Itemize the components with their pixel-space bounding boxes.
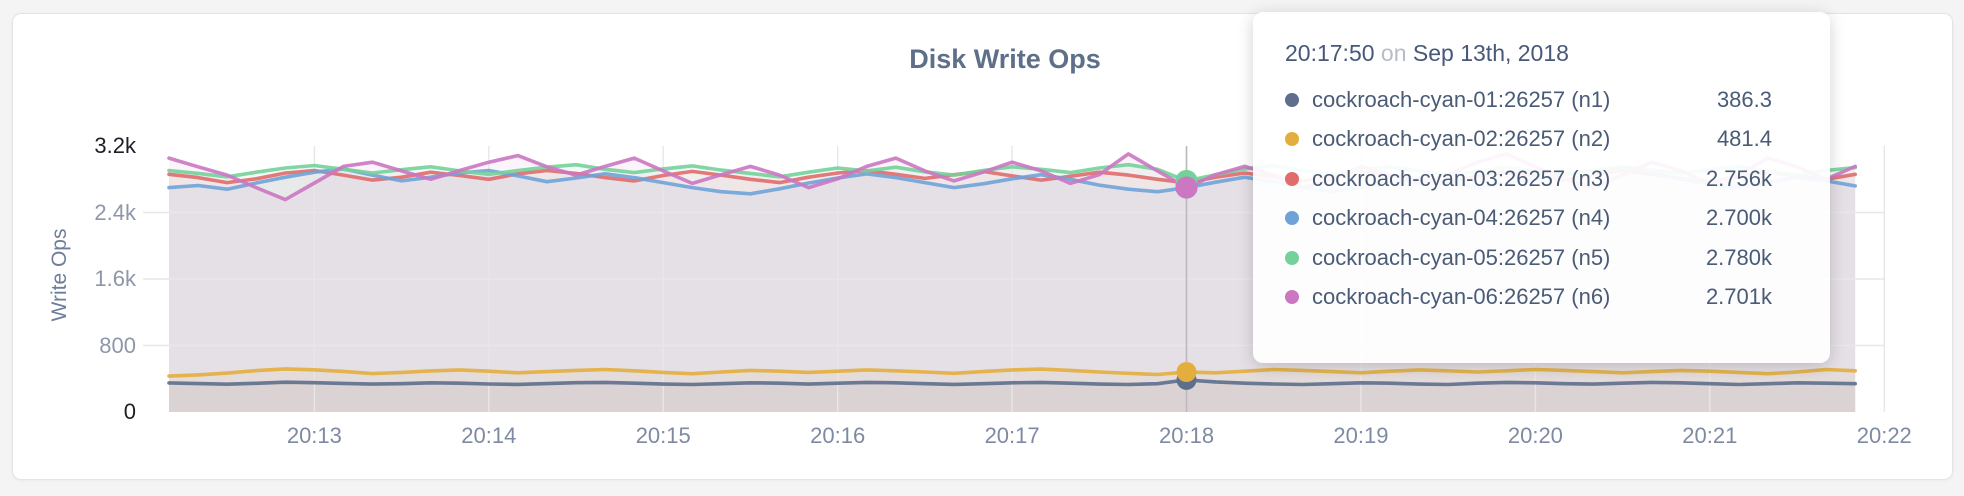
series-value: 386.3 — [1716, 86, 1772, 112]
tooltip-conjunction: on — [1380, 40, 1407, 66]
series-color-dot — [1285, 250, 1299, 265]
series-value: 2.756k — [1705, 165, 1772, 191]
y-tick-800: 800 — [99, 332, 136, 358]
y-tick-2400: 2.4k — [94, 199, 136, 225]
x-tick: 20:19 — [1333, 423, 1389, 448]
series-color-dot — [1285, 171, 1299, 186]
series-color-dot — [1285, 92, 1299, 107]
series-value: 481.4 — [1716, 126, 1772, 152]
tooltip-date: Sep 13th, 2018 — [1412, 40, 1569, 66]
series-label: cockroach-cyan-05:26257 (n5) — [1312, 244, 1611, 270]
series-label: cockroach-cyan-01:26257 (n1) — [1312, 86, 1611, 112]
x-tick: 20:15 — [635, 423, 691, 448]
x-tick: 20:13 — [286, 423, 342, 448]
series-color-dot — [1285, 211, 1299, 226]
series-label: cockroach-cyan-06:26257 (n6) — [1312, 284, 1611, 310]
tooltip-series-row: cockroach-cyan-05:26257 (n5) 2.780k — [1285, 238, 1772, 278]
y-tick-3200: 3.2k — [94, 133, 136, 158]
series-value: 2.780k — [1705, 244, 1772, 270]
x-tick: 20:20 — [1507, 423, 1563, 448]
x-tick: 20:21 — [1682, 423, 1738, 448]
series-label: cockroach-cyan-04:26257 (n4) — [1312, 205, 1611, 231]
series-value: 2.701k — [1705, 284, 1772, 310]
tooltip-header: 20:17:50 on Sep 13th, 2018 — [1285, 38, 1772, 68]
x-tick: 20:17 — [984, 423, 1040, 448]
series-value: 2.700k — [1705, 205, 1772, 231]
tooltip-time: 20:17:50 — [1285, 40, 1375, 66]
series-label: cockroach-cyan-03:26257 (n3) — [1312, 165, 1611, 191]
tooltip-series-row: cockroach-cyan-04:26257 (n4) 2.700k — [1285, 199, 1772, 239]
tooltip-series-row: cockroach-cyan-02:26257 (n2) 481.4 — [1285, 120, 1772, 160]
chart-title: Disk Write Ops — [909, 44, 1101, 74]
tooltip-series-row: cockroach-cyan-06:26257 (n6) 2.701k — [1285, 278, 1772, 318]
series-color-dot — [1285, 290, 1299, 305]
x-tick: 20:16 — [810, 423, 866, 448]
hover-tooltip: 20:17:50 on Sep 13th, 2018 cockroach-cya… — [1253, 12, 1830, 363]
tooltip-series-row: cockroach-cyan-03:26257 (n3) 2.756k — [1285, 159, 1772, 199]
series-color-dot — [1285, 132, 1299, 147]
x-tick: 20:18 — [1159, 423, 1215, 448]
x-tick: 20:22 — [1856, 423, 1912, 448]
series-label: cockroach-cyan-02:26257 (n2) — [1312, 126, 1611, 152]
x-tick: 20:14 — [461, 423, 517, 448]
tooltip-series-row: cockroach-cyan-01:26257 (n1) 386.3 — [1285, 80, 1772, 120]
y-tick-1600: 1.6k — [94, 266, 136, 291]
y-tick-0: 0 — [123, 399, 136, 424]
